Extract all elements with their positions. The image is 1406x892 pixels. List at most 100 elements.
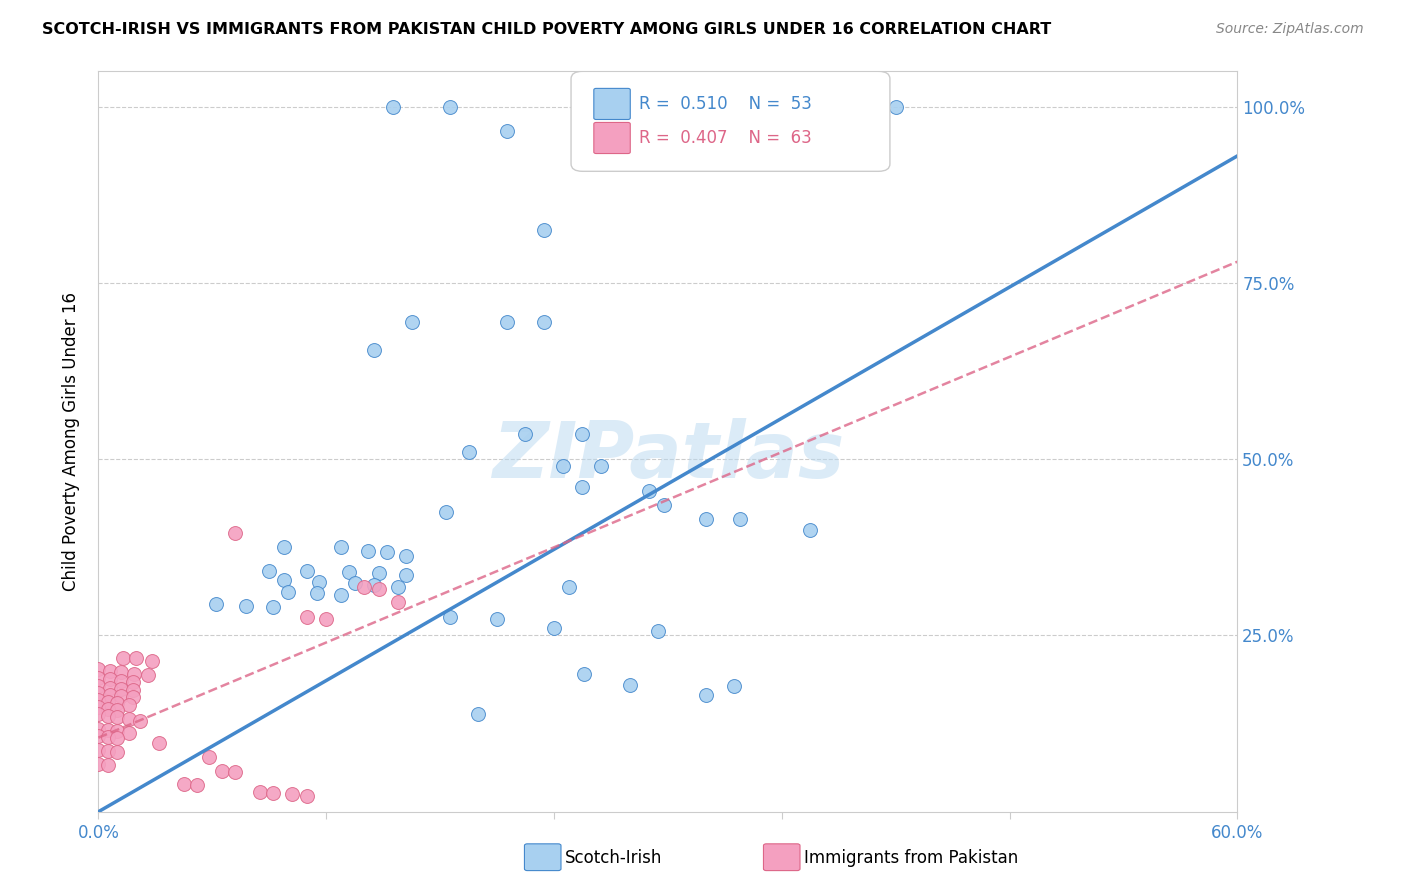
Point <box>249 785 271 799</box>
Point <box>235 599 257 613</box>
Point <box>87 700 110 714</box>
Point <box>224 765 246 780</box>
Point <box>467 707 489 722</box>
Point <box>553 459 575 474</box>
Point <box>107 724 129 739</box>
Point <box>281 787 304 801</box>
Point <box>395 567 418 582</box>
Point <box>205 598 228 612</box>
Point <box>87 662 110 676</box>
Text: Scotch-Irish: Scotch-Irish <box>565 849 662 867</box>
Point <box>533 223 555 237</box>
Point <box>638 483 661 498</box>
Point <box>297 564 319 578</box>
Point <box>395 549 418 564</box>
Point <box>97 695 120 709</box>
Point <box>110 689 132 703</box>
Point <box>136 668 159 682</box>
Point <box>297 789 319 803</box>
Point <box>353 581 375 595</box>
Point <box>695 512 717 526</box>
Text: ZIPatlas: ZIPatlas <box>492 418 844 494</box>
Point <box>574 666 596 681</box>
Point <box>97 730 120 744</box>
Point <box>387 594 409 608</box>
Point <box>439 610 461 624</box>
Point <box>337 565 360 579</box>
Point <box>118 725 141 739</box>
Point <box>330 588 353 602</box>
Point <box>330 541 353 555</box>
Point <box>110 673 132 688</box>
Point <box>98 681 121 695</box>
Point <box>457 445 479 459</box>
Point <box>87 686 110 700</box>
Point <box>363 343 385 357</box>
Point <box>375 545 398 559</box>
Point <box>381 100 404 114</box>
Point <box>118 712 141 726</box>
Point <box>110 681 132 696</box>
Point <box>543 621 565 635</box>
Point <box>98 672 121 686</box>
Point <box>695 689 717 703</box>
Point <box>97 723 120 737</box>
Point <box>495 124 517 138</box>
Text: Source: ZipAtlas.com: Source: ZipAtlas.com <box>1216 22 1364 37</box>
Point <box>87 693 110 707</box>
Point <box>305 586 328 600</box>
Point <box>173 776 195 790</box>
Point <box>273 574 295 588</box>
Point <box>439 100 461 114</box>
Point <box>118 698 141 712</box>
Point <box>124 666 146 681</box>
Point <box>97 744 120 758</box>
Point <box>262 600 284 615</box>
Point <box>148 736 170 750</box>
Point <box>315 611 337 625</box>
Point <box>87 729 110 743</box>
Point <box>368 566 391 581</box>
Y-axis label: Child Poverty Among Girls Under 16: Child Poverty Among Girls Under 16 <box>62 292 80 591</box>
Point <box>297 610 319 624</box>
Point <box>357 544 380 558</box>
Point <box>515 427 537 442</box>
Point <box>107 731 129 746</box>
Point <box>112 651 135 665</box>
FancyBboxPatch shape <box>571 71 890 171</box>
Point <box>434 505 457 519</box>
Point <box>723 679 745 693</box>
Point <box>97 758 120 772</box>
Point <box>799 523 821 537</box>
Point <box>277 584 299 599</box>
Point <box>87 707 110 722</box>
Point <box>107 710 129 724</box>
Point <box>884 100 907 114</box>
Point <box>533 315 555 329</box>
Point <box>87 679 110 693</box>
Point <box>363 577 385 591</box>
Point <box>129 714 152 729</box>
FancyBboxPatch shape <box>593 122 630 153</box>
Point <box>197 749 219 764</box>
Point <box>486 611 509 625</box>
Point <box>125 651 148 665</box>
FancyBboxPatch shape <box>593 88 630 120</box>
Point <box>141 654 163 668</box>
Point <box>110 665 132 679</box>
Point <box>107 696 129 710</box>
Point <box>97 708 120 723</box>
Point <box>728 512 751 526</box>
Point <box>273 541 295 555</box>
Point <box>121 690 143 705</box>
Point <box>97 702 120 716</box>
Point <box>259 564 281 578</box>
Point <box>558 581 581 595</box>
Point <box>591 459 613 474</box>
Point <box>186 778 208 792</box>
Point <box>308 574 330 589</box>
Point <box>619 678 641 692</box>
Point <box>107 746 129 760</box>
Point <box>652 498 675 512</box>
Text: Immigrants from Pakistan: Immigrants from Pakistan <box>804 849 1018 867</box>
